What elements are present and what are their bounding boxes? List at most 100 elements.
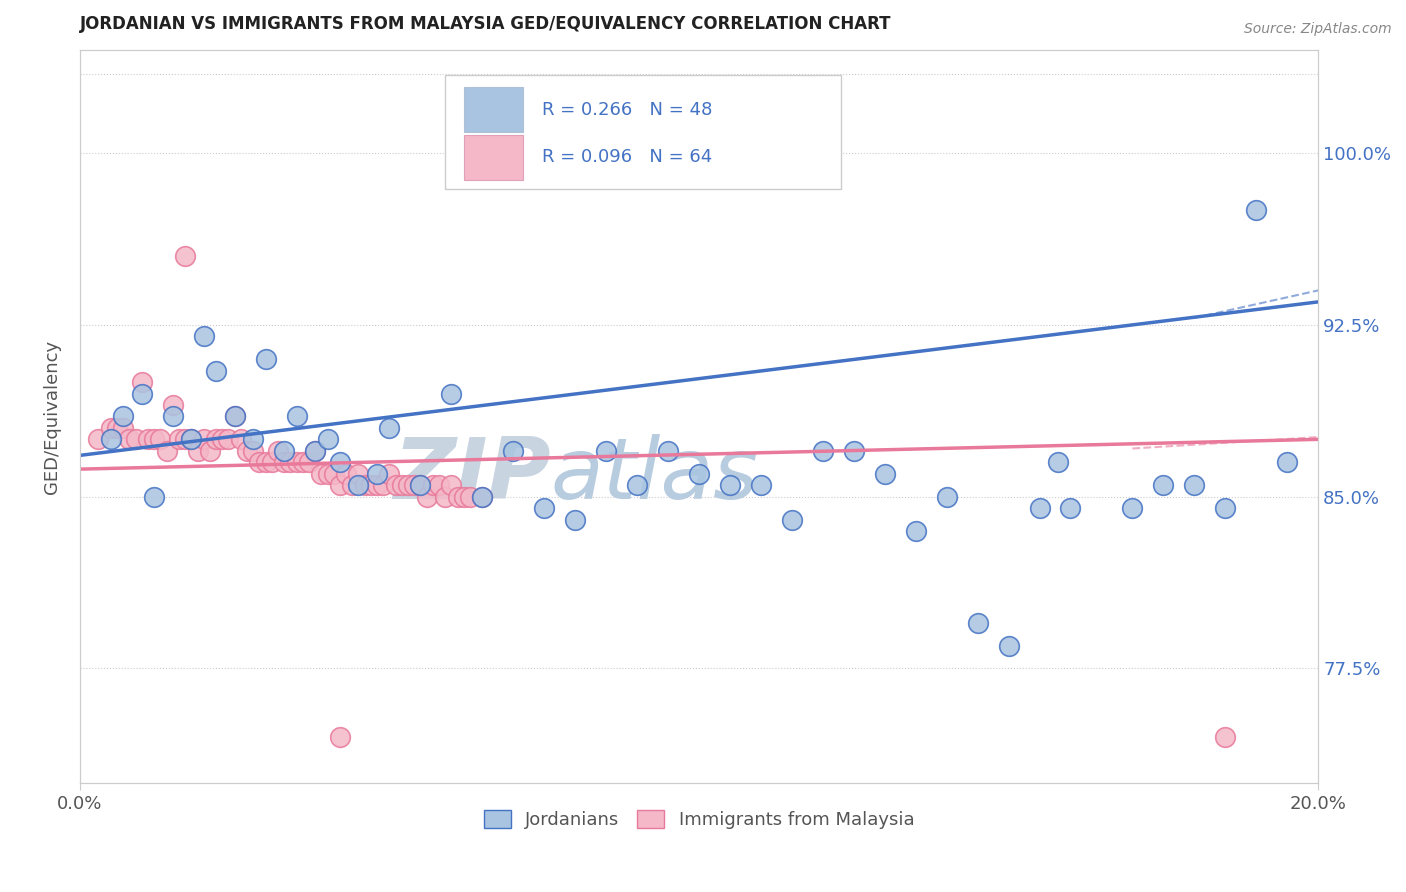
Point xyxy=(280,455,302,469)
Point xyxy=(391,478,413,492)
Point xyxy=(186,443,208,458)
FancyBboxPatch shape xyxy=(464,87,523,132)
Point xyxy=(446,490,468,504)
Point xyxy=(131,386,153,401)
Point xyxy=(205,433,228,447)
Point xyxy=(124,433,146,447)
FancyBboxPatch shape xyxy=(464,135,523,179)
Point xyxy=(254,455,277,469)
Point xyxy=(311,467,333,481)
Point xyxy=(273,455,295,469)
Point xyxy=(329,730,352,744)
Point xyxy=(966,615,988,630)
Point xyxy=(1213,730,1236,744)
Point xyxy=(193,329,215,343)
Point xyxy=(1121,501,1143,516)
Point xyxy=(254,352,277,367)
Point xyxy=(718,478,741,492)
Point xyxy=(174,433,197,447)
Point xyxy=(749,478,772,492)
Point xyxy=(353,478,375,492)
Point xyxy=(471,490,494,504)
Point xyxy=(384,478,406,492)
Point xyxy=(267,443,290,458)
Point xyxy=(224,409,246,424)
Point xyxy=(842,443,865,458)
Point xyxy=(415,490,437,504)
Point xyxy=(224,409,246,424)
Point xyxy=(434,490,457,504)
Point xyxy=(136,433,159,447)
Point xyxy=(211,433,233,447)
Point xyxy=(304,443,326,458)
Point xyxy=(595,443,617,458)
Point xyxy=(143,433,166,447)
Point xyxy=(342,478,364,492)
Text: Source: ZipAtlas.com: Source: ZipAtlas.com xyxy=(1244,22,1392,37)
Point xyxy=(533,501,555,516)
Point xyxy=(112,409,135,424)
Point xyxy=(180,433,202,447)
Point xyxy=(242,443,264,458)
Point xyxy=(316,433,339,447)
Point xyxy=(502,443,524,458)
Point xyxy=(143,490,166,504)
Point xyxy=(1244,203,1267,218)
Text: ZIP: ZIP xyxy=(392,434,550,516)
Legend: Jordanians, Immigrants from Malaysia: Jordanians, Immigrants from Malaysia xyxy=(477,803,922,837)
Text: atlas: atlas xyxy=(550,434,758,516)
Point xyxy=(453,490,475,504)
Point xyxy=(347,467,370,481)
Point xyxy=(422,478,444,492)
Point xyxy=(329,478,352,492)
Point xyxy=(564,512,586,526)
Point xyxy=(409,478,432,492)
Point xyxy=(162,398,184,412)
Point xyxy=(193,433,215,447)
Text: R = 0.096   N = 64: R = 0.096 N = 64 xyxy=(541,148,711,166)
Point xyxy=(657,443,679,458)
Point xyxy=(260,455,283,469)
Point xyxy=(404,478,426,492)
Point xyxy=(229,433,252,447)
Point xyxy=(236,443,259,458)
Point xyxy=(366,467,388,481)
Point xyxy=(1152,478,1174,492)
Point xyxy=(1028,501,1050,516)
Point xyxy=(273,443,295,458)
Point xyxy=(366,478,388,492)
Point xyxy=(304,443,326,458)
Point xyxy=(118,433,141,447)
Point xyxy=(396,478,419,492)
Point xyxy=(167,433,190,447)
Point xyxy=(131,375,153,389)
Point xyxy=(440,386,463,401)
Point xyxy=(626,478,648,492)
Point xyxy=(249,455,271,469)
Point xyxy=(997,639,1019,653)
Point xyxy=(198,443,221,458)
Text: R = 0.266   N = 48: R = 0.266 N = 48 xyxy=(541,101,711,119)
Point xyxy=(780,512,803,526)
Point xyxy=(100,433,122,447)
Point xyxy=(1047,455,1070,469)
Point xyxy=(935,490,957,504)
Point xyxy=(471,490,494,504)
Point xyxy=(316,467,339,481)
Point xyxy=(378,467,401,481)
Point xyxy=(87,433,110,447)
Point xyxy=(1059,501,1081,516)
FancyBboxPatch shape xyxy=(446,76,841,189)
Point xyxy=(162,409,184,424)
Point xyxy=(205,363,228,377)
Point xyxy=(291,455,314,469)
Point xyxy=(1275,455,1298,469)
Point xyxy=(105,421,128,435)
Point xyxy=(322,467,344,481)
Point xyxy=(298,455,321,469)
Point xyxy=(873,467,896,481)
Point xyxy=(1213,501,1236,516)
Y-axis label: GED/Equivalency: GED/Equivalency xyxy=(44,339,60,493)
Point xyxy=(112,421,135,435)
Text: JORDANIAN VS IMMIGRANTS FROM MALAYSIA GED/EQUIVALENCY CORRELATION CHART: JORDANIAN VS IMMIGRANTS FROM MALAYSIA GE… xyxy=(80,15,891,33)
